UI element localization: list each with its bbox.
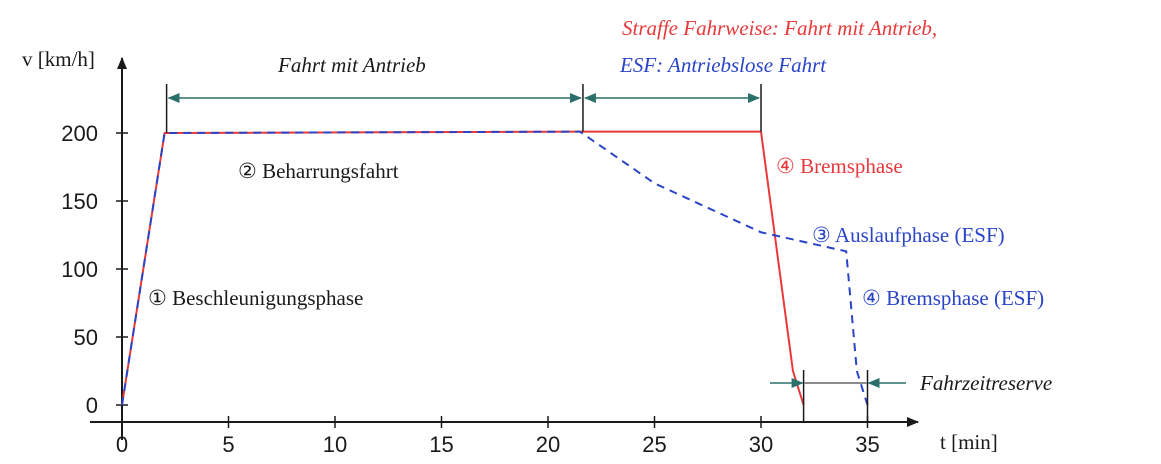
x-axis-label: t [min] <box>940 430 998 454</box>
x-tick-label: 20 <box>536 432 560 457</box>
ticks: 0 5 10 15 20 25 30 35 0 50 100 150 200 <box>61 121 879 457</box>
annotation-phase-2: ② Beharrungsfahrt <box>238 159 399 183</box>
legend-entry-red: Straffe Fahrweise: Fahrt mit Antrieb, <box>622 16 937 40</box>
series-line-straffe <box>121 130 805 406</box>
y-tick-label: 200 <box>61 121 98 146</box>
y-tick-label: 50 <box>74 325 98 350</box>
x-tick-label: 30 <box>749 432 773 457</box>
y-axis-label: v [km/h] <box>22 47 95 71</box>
x-tick-label: 10 <box>323 432 347 457</box>
x-tick-label: 35 <box>855 432 879 457</box>
y-tick-label: 150 <box>61 189 98 214</box>
annotation-phase-4-red: ④ Bremsphase <box>776 154 903 178</box>
series-layer <box>121 130 869 406</box>
x-tick-label: 25 <box>642 432 666 457</box>
annotation-fahrzeitreserve: Fahrzeitreserve <box>919 371 1052 395</box>
x-tick-label: 5 <box>222 432 234 457</box>
annotation-phase-3: ③ Auslaufphase (ESF) <box>812 223 1005 247</box>
legend-entry-blue: ESF: Antriebslose Fahrt <box>619 53 827 77</box>
chart-labels: v [km/h] t [min] Straffe Fahrweise: Fahr… <box>22 16 1052 454</box>
annotation-fahrt-mit-antrieb: Fahrt mit Antrieb <box>277 53 426 77</box>
dimension-arrows <box>165 84 906 422</box>
series-line-esf <box>121 130 869 406</box>
annotation-phase-1: ① Beschleunigungsphase <box>148 286 363 310</box>
y-tick-label: 0 <box>86 393 98 418</box>
annotation-phase-4-blue: ④ Bremsphase (ESF) <box>862 286 1044 310</box>
x-tick-label: 15 <box>429 432 453 457</box>
y-tick-label: 100 <box>61 257 98 282</box>
x-tick-label: 0 <box>116 432 128 457</box>
